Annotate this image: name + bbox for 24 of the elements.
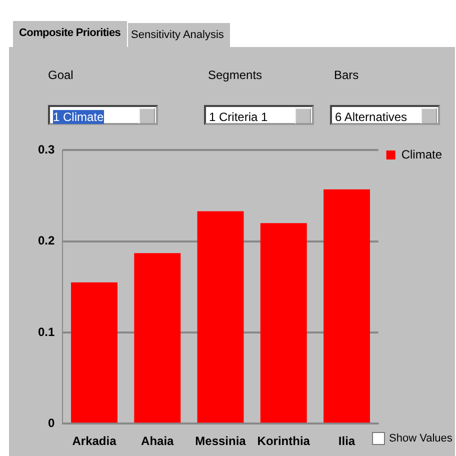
y-tick-label: 0 — [48, 416, 55, 430]
text: Goal — [48, 68, 74, 82]
bar — [197, 211, 244, 423]
x-tick-label: Arkadia — [72, 434, 117, 448]
y-tick-label: 0.1 — [38, 324, 55, 339]
x-tick-label: Messinia — [195, 434, 246, 448]
x-tick-label: Ahaia — [141, 434, 174, 448]
text: 1 Criteria 1 — [209, 110, 268, 124]
y-tick-label: 0.3 — [38, 142, 55, 157]
legend-label: Climate — [401, 147, 442, 162]
bar — [260, 223, 307, 423]
text: Bars — [334, 68, 359, 82]
bar — [134, 253, 181, 423]
bar — [71, 282, 118, 423]
x-tick-label: Ilia — [338, 434, 356, 448]
text: Segments — [208, 68, 262, 82]
text: 6 Alternatives — [335, 110, 408, 124]
text: Composite Priorities — [19, 27, 121, 39]
text: Sensitivity Analysis — [131, 29, 224, 41]
y-tick-label: 0.2 — [38, 234, 55, 248]
bar — [324, 189, 370, 423]
x-tick-label: Korinthia — [257, 434, 310, 448]
text: 1 Climate — [53, 110, 104, 124]
text: Show Values — [389, 432, 452, 444]
